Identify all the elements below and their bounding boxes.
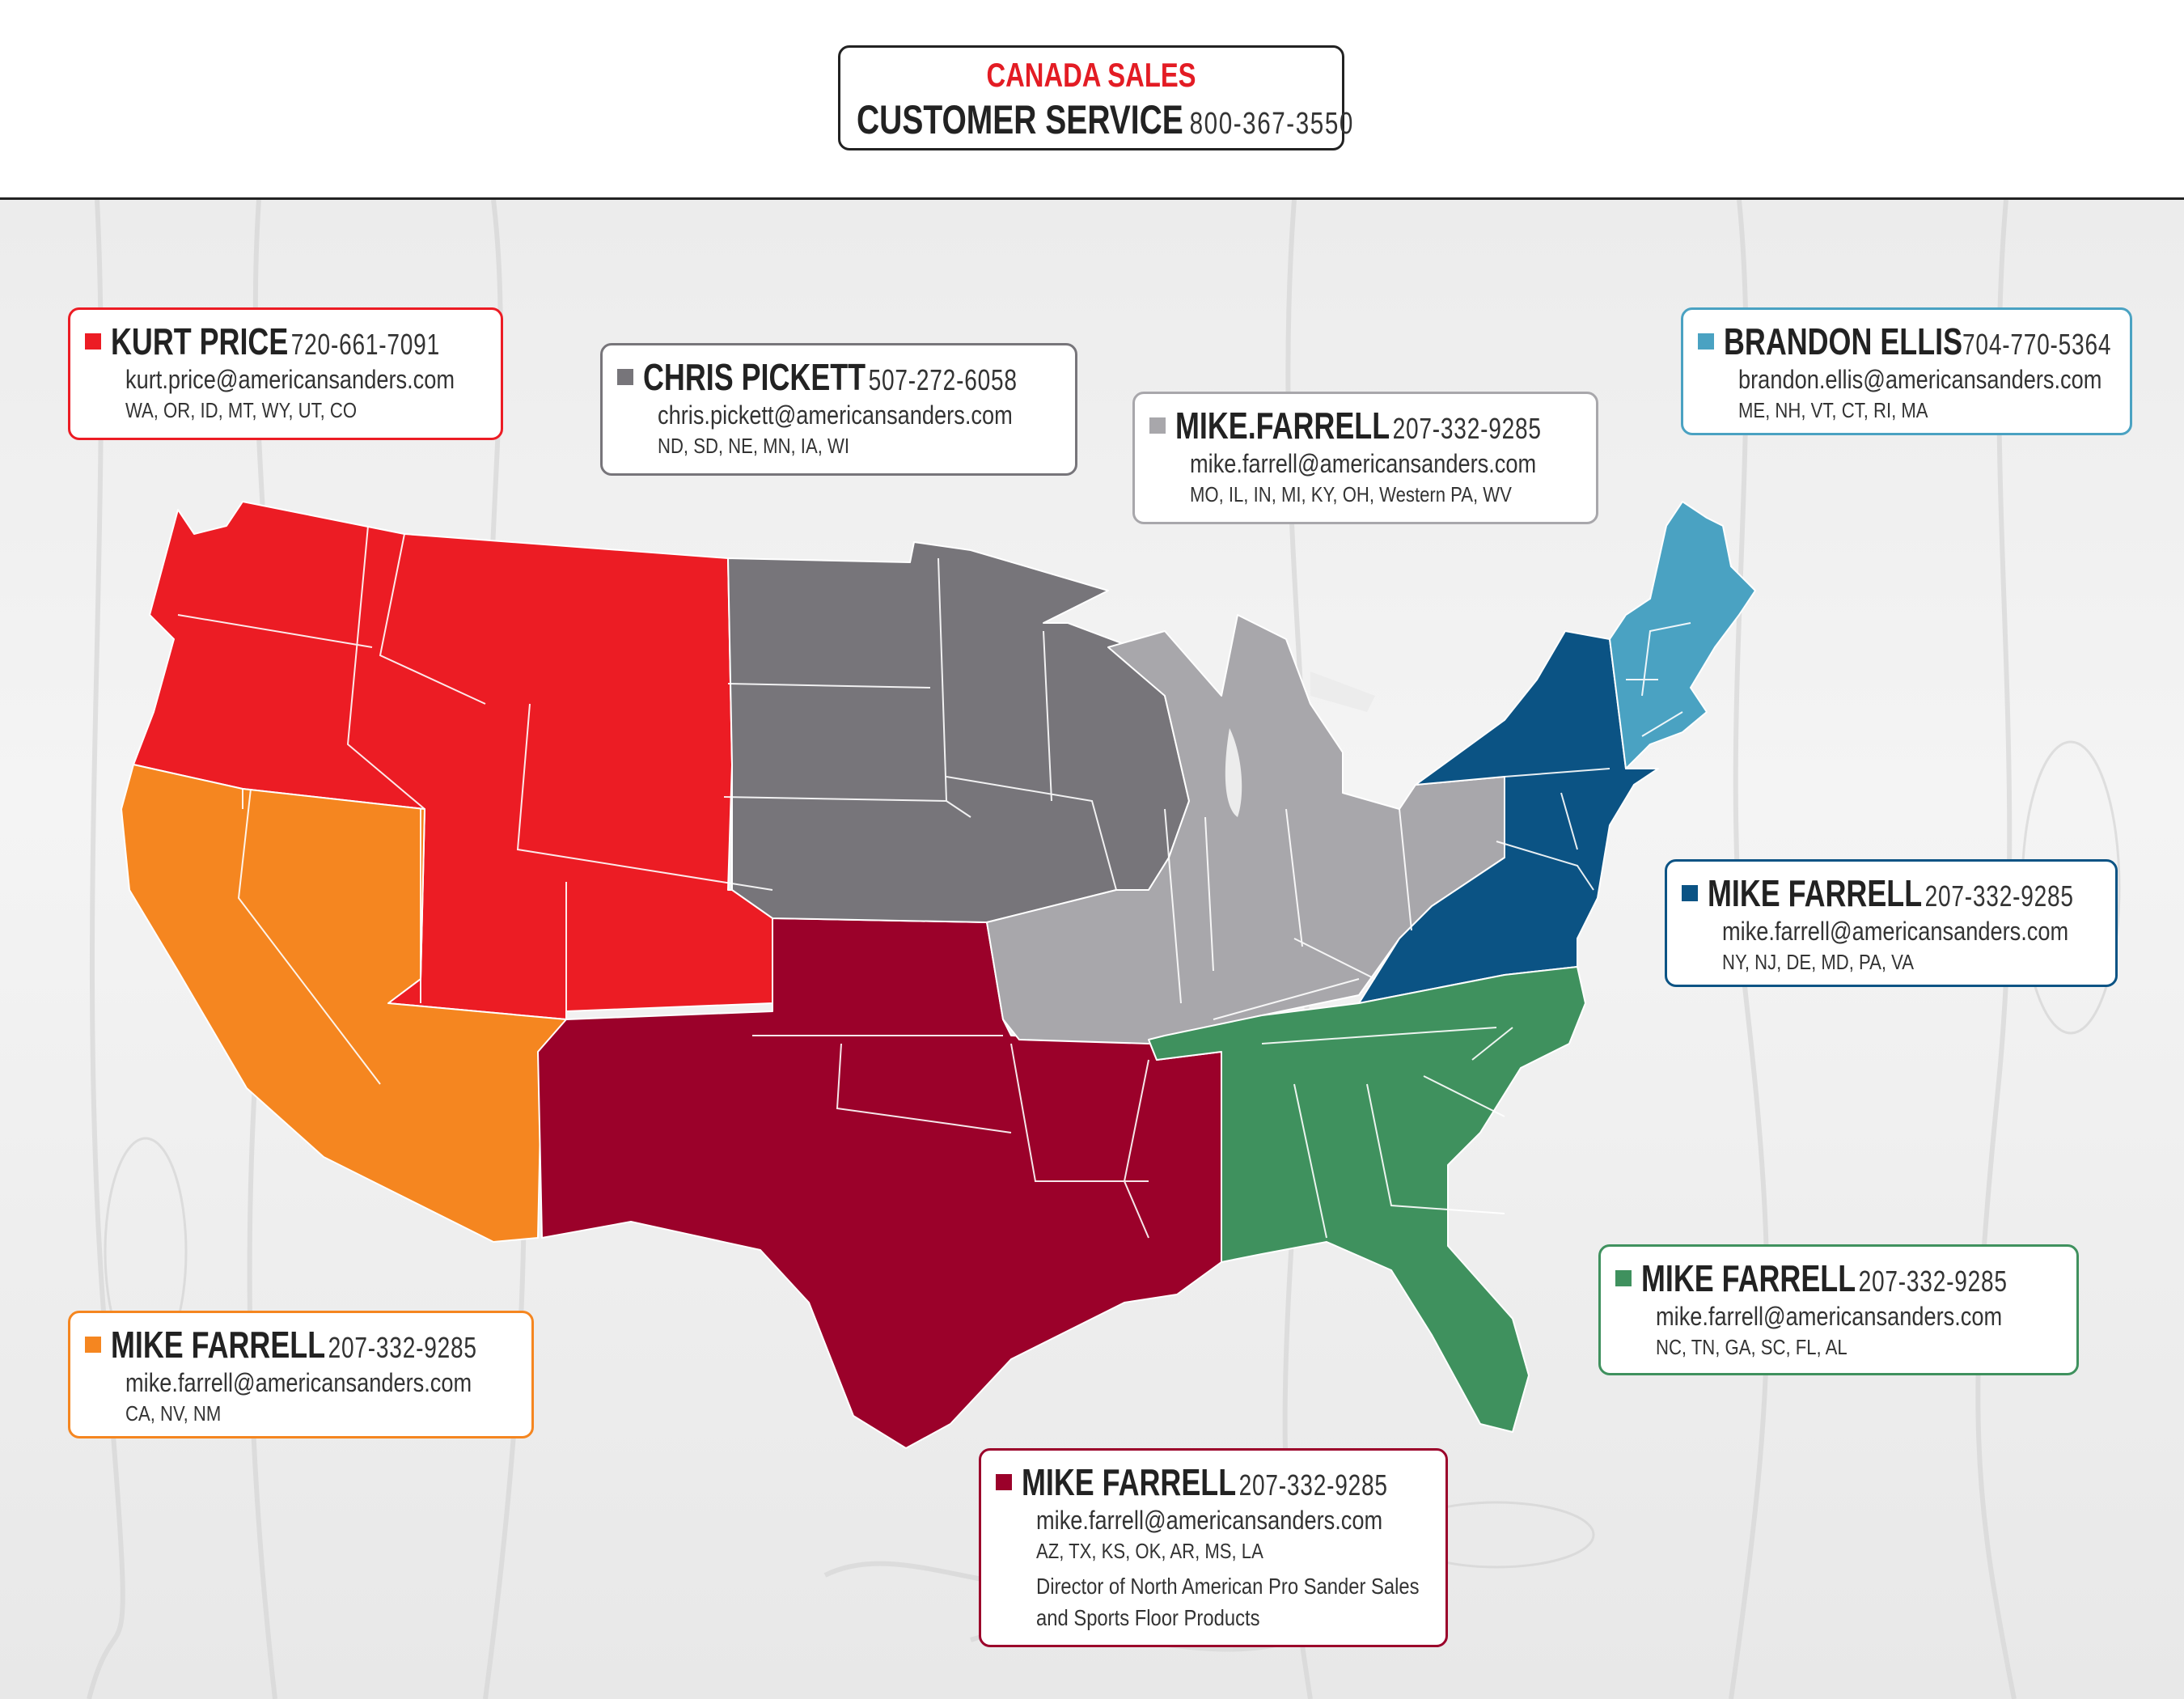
rep-states: NY, NJ, DE, MD, PA, VA <box>1722 950 1915 974</box>
rep-phone: 507-272-6058 <box>868 363 1018 396</box>
rep-phone: 207-332-9285 <box>1392 412 1542 445</box>
rep-title-line1: Director of North American Pro Sander Sa… <box>1036 1574 1420 1599</box>
rep-email[interactable]: brandon.ellis@americansanders.com <box>1738 365 2102 394</box>
region-swatch <box>1149 417 1166 434</box>
rep-states: MO, IL, IN, MI, KY, OH, Western PA, WV <box>1190 482 1512 506</box>
region-swatch <box>85 333 101 350</box>
canada-sales-header: CANADA SALES CUSTOMER SERVICE 800-367-355… <box>838 45 1352 150</box>
region-newengland <box>1609 501 1756 769</box>
rep-title-line2: and Sports Floor Products <box>1036 1605 1260 1631</box>
header-divider <box>0 197 2184 200</box>
territory-card-plains: CHRIS PICKETT 507-272-6058 chris.pickett… <box>600 343 1077 476</box>
rep-email[interactable]: mike.farrell@americansanders.com <box>125 1368 472 1397</box>
rep-phone: 207-332-9285 <box>1924 879 2074 913</box>
rep-name: BRANDON ELLIS <box>1724 320 1963 362</box>
region-southwest <box>121 764 567 1243</box>
rep-email[interactable]: kurt.price@americansanders.com <box>125 365 455 394</box>
canada-sales-title: CANADA SALES <box>986 56 1196 94</box>
rep-email[interactable]: mike.farrell@americansanders.com <box>1722 917 2069 946</box>
region-swatch <box>1682 885 1698 901</box>
territory-card-newengland: BRANDON ELLIS704-770-5364 brandon.ellis@… <box>1681 307 2132 435</box>
rep-email[interactable]: mike.farrell@americansanders.com <box>1656 1302 2003 1331</box>
rep-email[interactable]: mike.farrell@americansanders.com <box>1036 1506 1383 1535</box>
rep-name: MIKE FARRELL <box>1022 1461 1237 1503</box>
region-midatlantic <box>1358 630 1659 1004</box>
customer-service-line: CUSTOMER SERVICE 800-367-3550 <box>857 96 1352 143</box>
rep-states: ND, SD, NE, MN, IA, WI <box>658 434 849 458</box>
rep-name: MIKE FARRELL <box>1708 872 1923 914</box>
region-swatch <box>1698 333 1714 350</box>
territory-card-west: KURT PRICE 720-661-7091 kurt.price@ameri… <box>68 307 503 440</box>
rep-phone: 207-332-9285 <box>328 1331 477 1364</box>
territory-card-midwest: MIKE.FARRELL 207-332-9285 mike.farrell@a… <box>1132 392 1598 524</box>
rep-states: WA, OR, ID, MT, WY, UT, CO <box>125 398 358 422</box>
rep-phone: 207-332-9285 <box>1238 1468 1388 1502</box>
customer-service-label: CUSTOMER SERVICE <box>857 97 1183 142</box>
rep-email[interactable]: chris.pickett@americansanders.com <box>658 400 1013 430</box>
region-swatch <box>1615 1270 1632 1286</box>
territory-card-midatlantic: MIKE FARRELL 207-332-9285 mike.farrell@a… <box>1665 859 2118 987</box>
region-swatch <box>617 369 633 385</box>
region-plains <box>727 541 1190 923</box>
region-swatch <box>85 1337 101 1353</box>
rep-phone: 720-661-7091 <box>290 328 440 361</box>
rep-states: CA, NV, NM <box>125 1401 222 1426</box>
territory-card-southwest: MIKE FARRELL 207-332-9285 mike.farrell@a… <box>68 1311 534 1438</box>
rep-phone: 207-332-9285 <box>1858 1265 2008 1298</box>
rep-phone: 704-770-5364 <box>1962 328 2112 361</box>
rep-name: KURT PRICE <box>111 320 289 362</box>
rep-name: MIKE FARRELL <box>1641 1257 1856 1299</box>
rep-states: AZ, TX, KS, OK, AR, MS, LA <box>1036 1539 1263 1563</box>
rep-name: CHRIS PICKETT <box>643 356 866 398</box>
territory-card-southeast: MIKE FARRELL 207-332-9285 mike.farrell@a… <box>1598 1244 2079 1375</box>
territory-card-south: MIKE FARRELL 207-332-9285 mike.farrell@a… <box>979 1448 1448 1647</box>
rep-states: ME, NH, VT, CT, RI, MA <box>1738 398 1928 422</box>
customer-service-phone: 800-367-3550 <box>1189 107 1354 141</box>
rep-name: MIKE FARRELL <box>111 1324 326 1366</box>
region-swatch <box>996 1474 1012 1490</box>
rep-email[interactable]: mike.farrell@americansanders.com <box>1190 449 1537 478</box>
region-southeast <box>1148 966 1586 1433</box>
rep-states: NC, TN, GA, SC, FL, AL <box>1656 1335 1848 1359</box>
rep-name: MIKE.FARRELL <box>1175 405 1390 447</box>
